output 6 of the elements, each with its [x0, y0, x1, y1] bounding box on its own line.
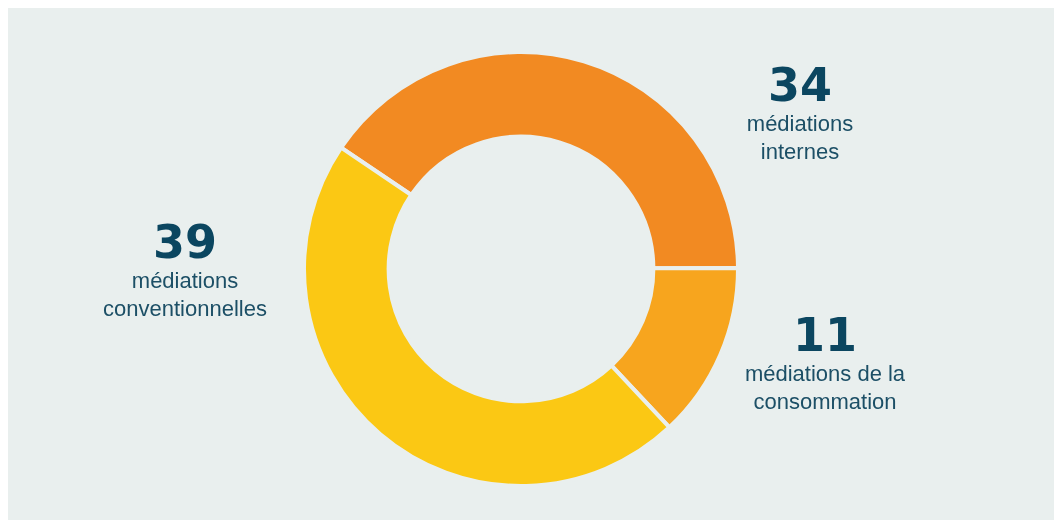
data-label: 39 [152, 215, 218, 269]
slice-label: médiations de la consommation [744, 361, 906, 414]
slice-label: médiations conventionnelles [103, 268, 267, 321]
data-label: 11 [792, 308, 858, 362]
data-label: 34 [767, 58, 833, 112]
slice-label: médiations internes [746, 111, 854, 164]
